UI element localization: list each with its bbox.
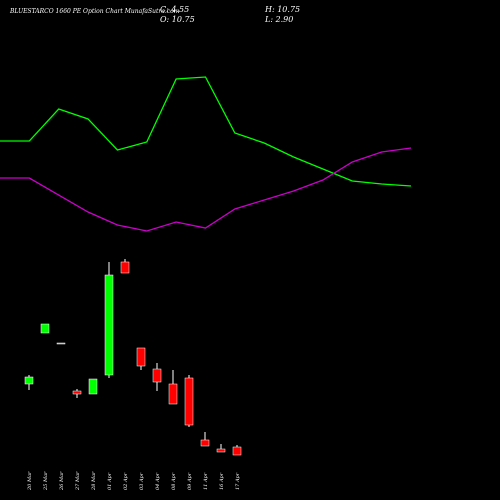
- open-label: O: 10.75: [160, 15, 195, 24]
- candle-body: [200, 439, 210, 447]
- candle-body: [232, 446, 242, 456]
- x-tick-label: 26 Mar: [59, 471, 65, 491]
- high-label: H: 10.75: [264, 5, 300, 14]
- x-tick-label: 16 Apr: [219, 472, 225, 490]
- close-label: C: 4.55: [160, 5, 189, 14]
- x-tick-label: 25 Mar: [43, 471, 49, 491]
- candle-body: [184, 377, 194, 426]
- x-tick-label: 11 Apr: [203, 472, 209, 490]
- x-tick-label: 27 Mar: [75, 471, 81, 491]
- candle-body: [40, 323, 50, 334]
- candle-body: [24, 376, 34, 385]
- candle-body: [136, 347, 146, 367]
- candle-body: [56, 342, 66, 345]
- candle-body: [168, 383, 178, 405]
- x-tick-label: 20 Mar: [27, 471, 33, 491]
- x-tick-label: 04 Apr: [155, 472, 161, 490]
- candle-body: [72, 390, 82, 395]
- candle-body: [152, 368, 162, 383]
- indicator-line: [0, 76, 412, 187]
- x-tick-label: 28 Mar: [91, 471, 97, 491]
- x-tick-label: 01 Apr: [107, 472, 113, 490]
- x-tick-label: 02 Apr: [123, 472, 129, 490]
- x-tick-label: 17 Apr: [235, 472, 241, 490]
- indicator-line: [0, 147, 412, 232]
- chart-title: BLUESTARCO 1660 PE Option Chart MunafaSu…: [9, 8, 180, 15]
- candle-body: [216, 448, 226, 453]
- candle-body: [88, 378, 98, 395]
- low-label: L: 2.90: [264, 15, 293, 24]
- candle-body: [104, 274, 114, 376]
- candle-body: [120, 261, 130, 274]
- x-tick-label: 09 Apr: [187, 472, 193, 490]
- x-tick-label: 03 Apr: [139, 472, 145, 490]
- x-tick-label: 08 Apr: [171, 472, 177, 490]
